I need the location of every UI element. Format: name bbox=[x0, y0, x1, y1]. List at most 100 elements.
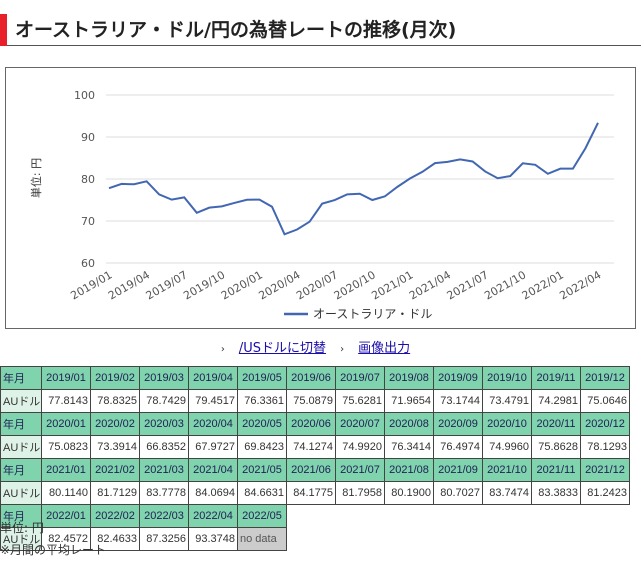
month-cell: 2021/10 bbox=[482, 458, 532, 482]
series-line bbox=[108, 122, 599, 236]
month-cell: 2019/10 bbox=[482, 366, 532, 390]
table-header-row: 年月 2020/01 2020/02 2020/03 2020/04 2020/05 202… bbox=[0, 412, 630, 436]
y-tick-label: 90 bbox=[81, 131, 95, 144]
month-cell: 2020/04 bbox=[188, 412, 238, 436]
row-label: AUドル bbox=[0, 389, 42, 413]
value-cell: 74.9960 bbox=[482, 435, 532, 459]
value-cell: 78.1293 bbox=[580, 435, 630, 459]
value-cell: 80.1900 bbox=[384, 481, 434, 505]
y-tick-label: 80 bbox=[81, 173, 95, 186]
header-label: 年月 bbox=[0, 458, 42, 482]
value-cell: 84.1775 bbox=[286, 481, 336, 505]
month-cell: 2020/08 bbox=[384, 412, 434, 436]
value-cell: 83.3833 bbox=[531, 481, 581, 505]
month-cell: 2022/03 bbox=[139, 504, 189, 528]
row-label: AUドル bbox=[0, 481, 42, 505]
value-cell: 84.6631 bbox=[237, 481, 287, 505]
value-cell: 75.0823 bbox=[41, 435, 91, 459]
value-cell: 78.8325 bbox=[90, 389, 140, 413]
x-tick-label: 2020/10 bbox=[332, 268, 378, 302]
month-cell: 2020/06 bbox=[286, 412, 336, 436]
table-header-row: 年月 2022/01 2022/02 2022/03 2022/04 2022/05 bbox=[0, 504, 630, 528]
y-tick-label: 100 bbox=[74, 89, 95, 102]
x-tick-label: 2021/10 bbox=[482, 268, 528, 302]
value-cell: 69.8423 bbox=[237, 435, 287, 459]
value-cell: 74.1274 bbox=[286, 435, 336, 459]
value-cell: 76.3361 bbox=[237, 389, 287, 413]
x-tick-label: 2022/01 bbox=[520, 268, 566, 302]
month-cell: 2022/04 bbox=[188, 504, 238, 528]
header-label: 年月 bbox=[0, 504, 42, 528]
value-cell: 75.8628 bbox=[531, 435, 581, 459]
chevron-right-icon: › bbox=[340, 344, 345, 355]
value-cell: 84.0694 bbox=[188, 481, 238, 505]
month-cell: 2019/07 bbox=[335, 366, 385, 390]
value-cell: 71.9654 bbox=[384, 389, 434, 413]
x-tick-label: 2019/01 bbox=[68, 268, 114, 302]
month-cell: 2020/01 bbox=[41, 412, 91, 436]
table-row: AUドル 82.4572 82.4633 87.3256 93.3748 no data bbox=[0, 527, 630, 551]
chevron-right-icon: › bbox=[220, 344, 225, 355]
x-tick-label: 2021/04 bbox=[407, 268, 453, 302]
month-cell: 2019/12 bbox=[580, 366, 630, 390]
month-cell: 2020/09 bbox=[433, 412, 483, 436]
value-cell: 78.7429 bbox=[139, 389, 189, 413]
value-cell: 75.0646 bbox=[580, 389, 630, 413]
y-axis-label: 単位: 円 bbox=[29, 158, 43, 198]
chart-container: 60 70 80 90 100 単位: 円 2019/01 2019/04 2019/07 201… bbox=[5, 67, 636, 329]
page-title: オーストラリア・ドル/円の為替レートの推移(月次) bbox=[15, 19, 457, 41]
value-cell: 83.7474 bbox=[482, 481, 532, 505]
value-cell: 81.7129 bbox=[90, 481, 140, 505]
value-cell: 79.4517 bbox=[188, 389, 238, 413]
month-cell: 2020/12 bbox=[580, 412, 630, 436]
x-tick-label: 2019/07 bbox=[144, 268, 190, 302]
header-label: 年月 bbox=[0, 412, 42, 436]
table-row: AUドル 80.1140 81.7129 83.7778 84.0694 84.6631 8… bbox=[0, 481, 630, 505]
month-cell: 2020/02 bbox=[90, 412, 140, 436]
value-cell: 76.4974 bbox=[433, 435, 483, 459]
table-row: AUドル 77.8143 78.8325 78.7429 79.4517 76.3361 7… bbox=[0, 389, 630, 413]
month-cell: 2020/11 bbox=[531, 412, 581, 436]
value-cell: 73.1744 bbox=[433, 389, 483, 413]
value-cell: 87.3256 bbox=[139, 527, 189, 551]
value-cell: 67.9727 bbox=[188, 435, 238, 459]
switch-usd-link[interactable]: /USドルに切替 bbox=[238, 341, 326, 356]
month-cell: 2022/02 bbox=[90, 504, 140, 528]
month-cell: 2020/10 bbox=[482, 412, 532, 436]
month-cell: 2019/01 bbox=[41, 366, 91, 390]
table-header-row: 年月 2019/01 2019/02 2019/03 2019/04 2019/05 201… bbox=[0, 366, 630, 390]
y-tick-label: 60 bbox=[81, 257, 95, 270]
month-cell: 2019/02 bbox=[90, 366, 140, 390]
line-chart: 60 70 80 90 100 単位: 円 2019/012019/042019/07201… bbox=[29, 89, 614, 321]
value-cell: 75.6281 bbox=[335, 389, 385, 413]
month-cell: 2022/05 bbox=[237, 504, 287, 528]
month-cell: 2021/12 bbox=[580, 458, 630, 482]
x-tick-label: 2020/01 bbox=[219, 268, 265, 302]
month-cell: 2019/03 bbox=[139, 366, 189, 390]
average-note: ※月間の平均レート bbox=[0, 543, 107, 557]
month-cell: 2020/07 bbox=[335, 412, 385, 436]
value-cell: 73.3914 bbox=[90, 435, 140, 459]
value-cell: 93.3748 bbox=[188, 527, 238, 551]
x-tick-label: 2022/04 bbox=[557, 268, 603, 302]
table-header-row: 年月 2021/01 2021/02 2021/03 2021/04 2021/05 202… bbox=[0, 458, 630, 482]
month-cell: 2021/11 bbox=[531, 458, 581, 482]
value-cell: 81.2423 bbox=[580, 481, 630, 505]
export-image-link[interactable]: 画像出力 bbox=[358, 341, 411, 356]
month-cell: 2019/04 bbox=[188, 366, 238, 390]
x-tick-label: 2020/07 bbox=[294, 268, 340, 302]
month-cell: 2019/09 bbox=[433, 366, 483, 390]
month-cell: 2021/01 bbox=[41, 458, 91, 482]
month-cell: 2021/09 bbox=[433, 458, 483, 482]
title-accent-bar bbox=[0, 14, 7, 46]
month-cell: 2019/11 bbox=[531, 366, 581, 390]
chart-links: › /USドルに切替 › 画像出力 bbox=[0, 337, 641, 356]
value-cell: 76.3414 bbox=[384, 435, 434, 459]
x-tick-label: 2021/07 bbox=[445, 268, 491, 302]
x-tick-label: 2019/10 bbox=[181, 268, 227, 302]
value-cell: 81.7958 bbox=[335, 481, 385, 505]
month-cell: 2021/06 bbox=[286, 458, 336, 482]
x-tick-label: 2020/04 bbox=[256, 268, 302, 302]
value-cell: 77.8143 bbox=[41, 389, 91, 413]
value-cell: 80.1140 bbox=[41, 481, 91, 505]
